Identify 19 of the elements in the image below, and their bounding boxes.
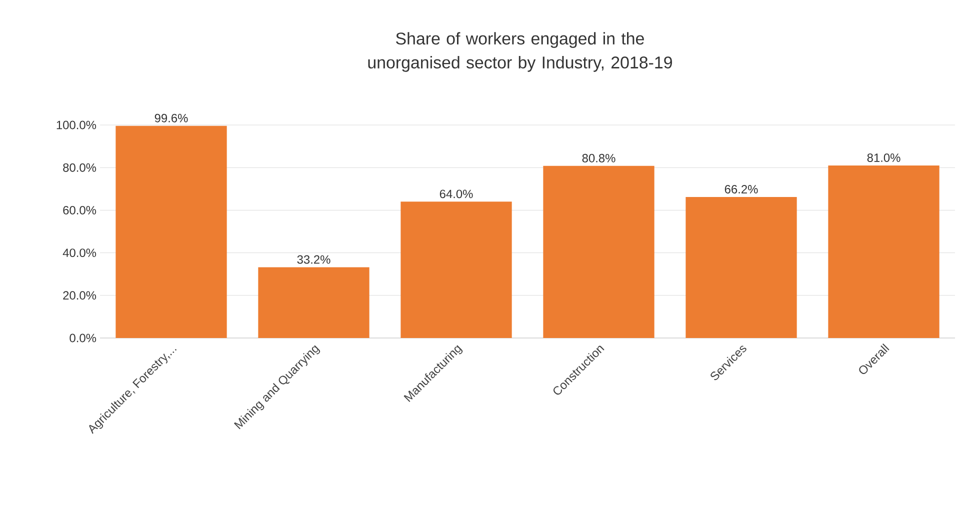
data-label: 33.2% xyxy=(297,255,330,264)
y-tick-label: 60.0% xyxy=(63,206,96,214)
bar xyxy=(400,202,512,338)
bar xyxy=(686,196,797,338)
bar xyxy=(828,165,940,338)
y-tick-label: 40.0% xyxy=(62,248,96,258)
bar xyxy=(258,267,370,338)
y-tick-label: 100.0% xyxy=(56,120,96,130)
data-label: 99.6% xyxy=(154,114,188,122)
data-label: 81.0% xyxy=(867,153,900,162)
chart-title: Share of workers engaged in the unorganised sector by Industry, 2018-19 xyxy=(368,32,672,72)
data-label: 64.0% xyxy=(440,190,473,198)
data-label: 80.8% xyxy=(582,154,616,162)
y-tick-label: 20.0% xyxy=(63,291,96,300)
bar xyxy=(116,126,227,338)
bar xyxy=(543,166,654,338)
y-tick-label: 0.0% xyxy=(70,334,96,342)
data-label: 66.2% xyxy=(724,185,758,194)
y-tick-label: 80.0% xyxy=(63,163,96,172)
